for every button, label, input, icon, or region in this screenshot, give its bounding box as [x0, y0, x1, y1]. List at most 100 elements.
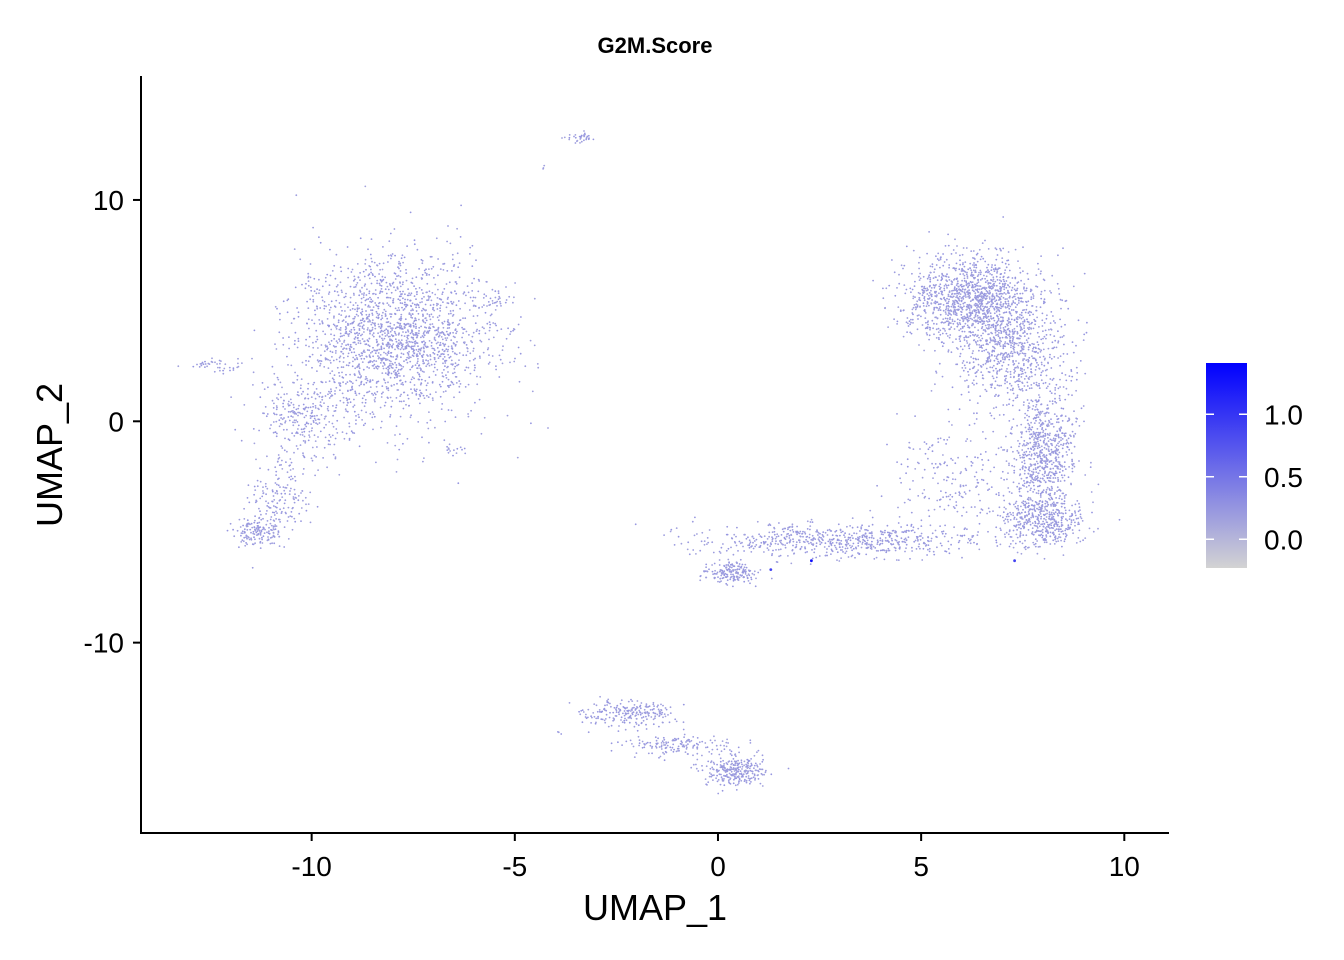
data-point [446, 445, 448, 448]
data-point [330, 339, 333, 342]
data-point [350, 346, 353, 349]
data-point [977, 281, 980, 284]
data-point [305, 406, 308, 409]
data-point [928, 274, 931, 277]
data-point [265, 513, 267, 515]
data-point [380, 346, 383, 349]
data-point [994, 247, 997, 250]
data-point [220, 360, 222, 362]
data-point [378, 356, 380, 359]
data-point [372, 335, 375, 338]
data-point [999, 247, 1001, 250]
data-point [320, 344, 323, 346]
data-point [919, 292, 921, 295]
data-point [951, 341, 954, 343]
data-point [1008, 339, 1011, 342]
data-point [998, 362, 1001, 364]
data-point [955, 278, 958, 281]
data-point [433, 277, 435, 279]
data-point [405, 331, 407, 334]
data-point [980, 296, 983, 299]
data-point [267, 532, 270, 535]
data-point [376, 344, 379, 347]
data-point [585, 138, 588, 141]
data-point [437, 288, 439, 291]
data-point [494, 290, 497, 293]
data-point [415, 306, 417, 309]
data-point [971, 275, 974, 278]
data-point [929, 278, 932, 281]
data-point [399, 264, 402, 267]
data-point [436, 333, 439, 335]
data-point [996, 363, 999, 365]
data-point [1035, 285, 1037, 288]
data-point [397, 368, 400, 371]
data-point [316, 393, 319, 396]
data-point [1033, 343, 1035, 346]
data-point [361, 286, 363, 289]
data-point [278, 535, 281, 538]
data-point [982, 363, 985, 366]
data-point [947, 300, 950, 303]
data-point [381, 333, 384, 336]
data-point [333, 315, 335, 318]
data-point [543, 164, 546, 167]
data-point [323, 402, 325, 404]
data-point [988, 307, 991, 310]
data-point [1025, 389, 1028, 391]
data-point [998, 309, 1000, 312]
data-point [1049, 400, 1051, 403]
data-point [1051, 379, 1054, 381]
data-point [1060, 307, 1062, 310]
data-point [922, 302, 925, 305]
data-point [1030, 311, 1033, 314]
data-point [457, 324, 459, 327]
data-point [291, 477, 294, 480]
data-point [1014, 276, 1017, 279]
data-point [465, 354, 468, 357]
data-point [987, 263, 990, 266]
data-point [387, 350, 390, 353]
data-point [330, 333, 332, 336]
data-point [256, 522, 259, 524]
data-point [361, 327, 364, 329]
data-point [1032, 468, 1035, 471]
data-point [363, 394, 366, 397]
data-point [1086, 321, 1088, 324]
data-point [360, 297, 363, 300]
data-point [996, 370, 999, 373]
data-point [397, 372, 400, 375]
data-point [1026, 399, 1029, 401]
data-point [328, 284, 331, 286]
data-point [447, 313, 450, 315]
data-point [1056, 449, 1058, 452]
data-point [1003, 375, 1006, 378]
data-point [1000, 249, 1002, 252]
data-point [476, 383, 479, 386]
data-point [498, 354, 501, 357]
data-point [331, 351, 334, 354]
data-point [352, 360, 354, 363]
data-point [1059, 386, 1061, 388]
data-point [1044, 415, 1047, 417]
data-point [982, 316, 985, 318]
data-point [380, 345, 383, 348]
data-point [374, 289, 377, 291]
data-point [455, 282, 458, 285]
data-point [384, 401, 387, 404]
data-point [1018, 297, 1020, 300]
data-point [327, 293, 330, 295]
data-point [354, 390, 357, 393]
data-point [968, 289, 970, 291]
data-point [351, 365, 354, 368]
data-point [307, 276, 309, 279]
data-point [990, 269, 993, 271]
data-point [335, 299, 338, 302]
data-point [387, 371, 390, 374]
data-point [302, 403, 305, 406]
data-point [454, 352, 456, 355]
data-point [1022, 345, 1025, 348]
data-point [405, 358, 408, 361]
data-point [924, 317, 927, 319]
data-point [275, 408, 278, 411]
